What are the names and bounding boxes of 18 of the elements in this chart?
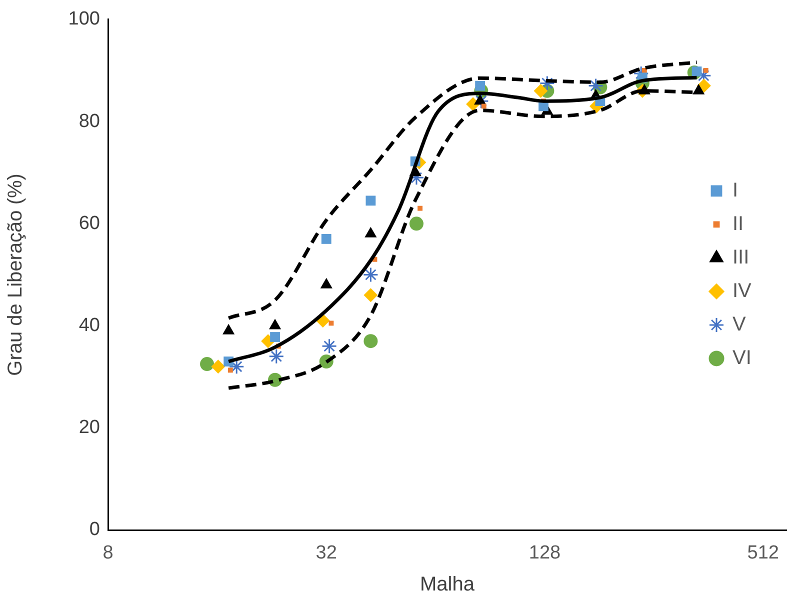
legend-label: II xyxy=(732,212,744,235)
legend-label: I xyxy=(732,179,738,202)
y-tick-label: 60 xyxy=(78,212,100,234)
legend-label: V xyxy=(732,313,746,336)
y-tick-label: 80 xyxy=(78,110,100,132)
legend-label: IV xyxy=(732,280,752,302)
x-tick-label: 128 xyxy=(528,542,561,564)
y-axis-title: Grau de Liberação (%) xyxy=(4,174,27,376)
x-axis-title: Malha xyxy=(420,574,476,596)
legend-label: VI xyxy=(732,346,752,369)
x-tick-label: 32 xyxy=(316,542,337,564)
x-tick-label: 512 xyxy=(747,542,779,564)
y-tick-label: 20 xyxy=(78,417,100,438)
y-tick-label: 100 xyxy=(68,8,100,30)
x-tick-label: 8 xyxy=(102,542,114,564)
y-tick-label: 0 xyxy=(89,519,100,540)
y-tick-label: 40 xyxy=(78,314,100,336)
legend-label: III xyxy=(732,246,750,268)
